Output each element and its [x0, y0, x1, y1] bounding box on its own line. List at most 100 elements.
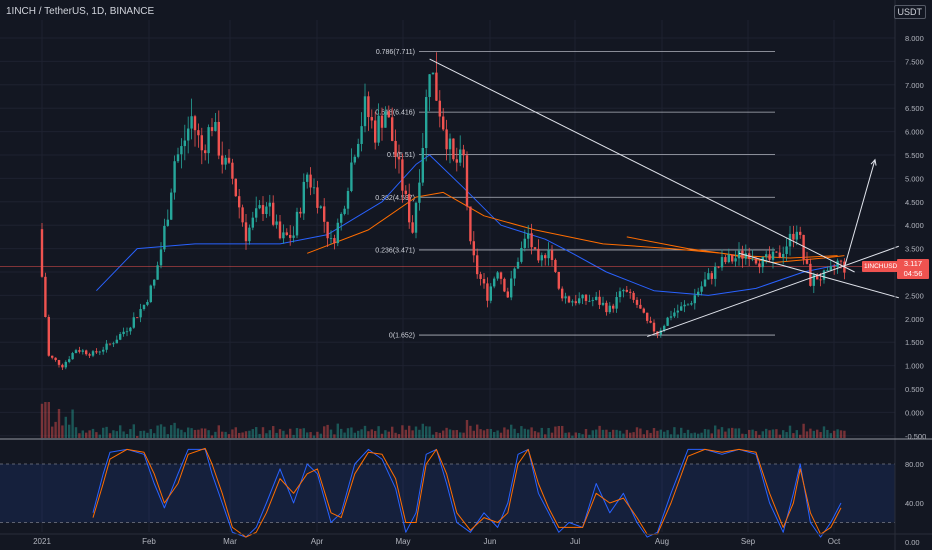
candle-body — [499, 272, 503, 279]
volume-bar — [574, 432, 577, 438]
y-tick-label: 4.000 — [905, 221, 924, 230]
volume-bar — [129, 429, 132, 438]
candle-body — [204, 150, 207, 154]
volume-bar — [720, 427, 724, 438]
volume-bar — [741, 433, 744, 438]
volume-bar — [207, 430, 210, 438]
trend-line[interactable] — [738, 252, 899, 299]
volume-bar — [476, 424, 479, 438]
volume-bar — [285, 434, 288, 438]
volume-bar — [683, 432, 686, 438]
volume-bar — [799, 434, 802, 438]
volume-bar — [537, 432, 540, 438]
candle-body — [445, 129, 448, 150]
volume-bar — [272, 426, 275, 438]
candle-body — [153, 279, 156, 286]
candle-body — [112, 343, 115, 345]
volume-bar — [408, 425, 411, 438]
candle-body — [302, 181, 305, 214]
trend-line[interactable] — [647, 245, 899, 338]
volume-bar — [350, 427, 353, 438]
volume-bar — [170, 425, 173, 438]
price-candles[interactable] — [40, 52, 846, 370]
trend-line[interactable] — [429, 58, 855, 273]
candle-body — [384, 111, 387, 128]
candle-body — [829, 266, 832, 271]
candle-body — [166, 219, 169, 226]
candle-body — [438, 100, 441, 117]
candle-body — [805, 259, 809, 264]
volume-bar — [248, 430, 251, 438]
candle-body — [768, 254, 771, 260]
volume-bar — [523, 428, 526, 438]
volume-bar — [425, 426, 428, 438]
y-tick-label: 5.000 — [905, 174, 924, 183]
fibonacci-retracement[interactable]: 0.786(7.711) 0.618(6.416) 0.5(5.51) 0.382(4… — [375, 49, 775, 340]
candle-body — [414, 202, 418, 233]
symbol-title[interactable]: 1INCH / TetherUS, 1D, BINANCE — [6, 6, 155, 17]
candle-body — [129, 327, 132, 332]
y-tick-label: 4.500 — [905, 198, 924, 207]
volume-bar — [200, 428, 203, 438]
volume-bar — [176, 428, 180, 438]
x-tick-label: May — [395, 537, 410, 546]
volume-bar — [584, 429, 588, 438]
candle-body — [391, 117, 394, 141]
candle-body — [442, 116, 445, 130]
trend-lines[interactable] — [429, 58, 899, 338]
candle-body — [221, 155, 224, 165]
volume-bar — [132, 424, 135, 438]
candle-body — [765, 254, 768, 257]
volume-bar — [714, 425, 717, 438]
volume-bar — [125, 434, 129, 438]
candle-body — [57, 360, 61, 365]
volume-bar — [397, 434, 401, 438]
volume-bar — [380, 433, 384, 438]
candle-body — [482, 278, 486, 284]
volume-bar — [367, 431, 370, 438]
volume-bar — [306, 432, 309, 438]
volume-bar — [598, 425, 601, 438]
candle-body — [272, 202, 275, 225]
volume-bar — [98, 434, 101, 438]
currency-badge[interactable]: USDT — [893, 5, 926, 19]
volume-bar — [401, 425, 404, 438]
candle-body — [102, 349, 105, 352]
candle-body — [108, 343, 112, 345]
volume-bar — [486, 428, 489, 438]
candle-body — [411, 222, 414, 233]
projection-arrow-line[interactable] — [843, 159, 876, 268]
candle-body — [200, 135, 203, 151]
volume-bar — [520, 426, 523, 438]
candle-body — [792, 233, 795, 240]
volume-bar — [482, 430, 486, 438]
candle-body — [377, 115, 380, 143]
volume-bar — [292, 434, 295, 438]
volume-bar — [816, 429, 819, 438]
volume-bar — [217, 425, 220, 438]
candle-body — [119, 334, 122, 340]
volume-bar — [622, 433, 625, 438]
candle-body — [312, 187, 316, 189]
candle-body — [244, 222, 248, 242]
volume-bar — [510, 424, 513, 438]
candle-body — [282, 232, 285, 239]
candle-body — [295, 211, 299, 236]
candle-body — [605, 302, 608, 313]
stochastic-rsi-pane[interactable] — [0, 447, 895, 538]
moving-average-blue — [96, 154, 838, 296]
volume-bar — [533, 431, 537, 438]
x-tick-label: Sep — [741, 537, 756, 546]
volume-bar — [540, 427, 543, 438]
fib-level-label: 0.5(5.51) — [387, 152, 415, 159]
candle-body — [819, 279, 822, 281]
candle-body — [340, 213, 343, 223]
x-tick-label: Mar — [223, 537, 237, 546]
candle-body — [601, 302, 605, 305]
volume-bar — [788, 425, 792, 438]
volume-bar — [316, 431, 319, 438]
volume-bar — [278, 429, 282, 438]
last-price-value: 3.117 — [903, 259, 923, 268]
volume-bar — [618, 430, 622, 438]
